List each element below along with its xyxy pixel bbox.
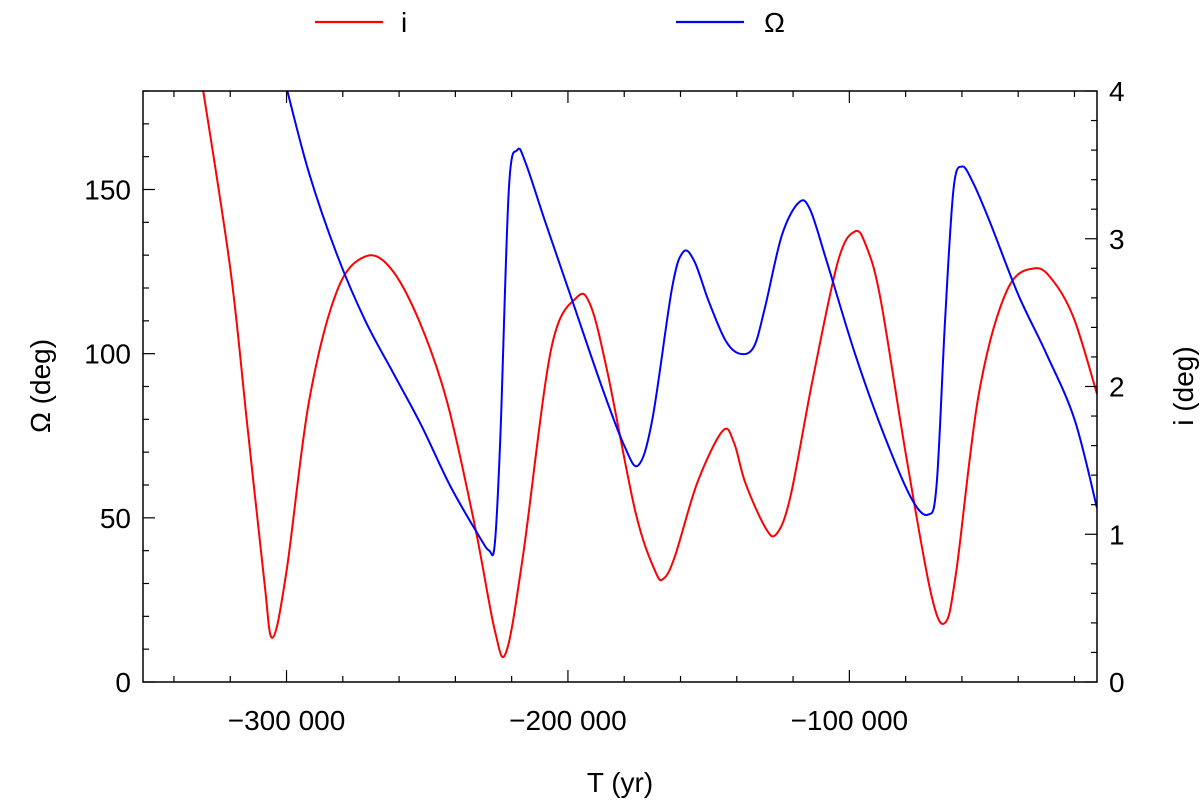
x-axis-label: T (yr): [587, 767, 653, 798]
y-right-tick-label: 3: [1109, 224, 1125, 255]
y-left-tick-label: 50: [100, 503, 131, 534]
series-line-i: [202, 91, 1097, 659]
legend-label-omega: Ω: [764, 7, 785, 38]
y-right-tick-label: 1: [1109, 519, 1125, 550]
y-axis-left-label: Ω (deg): [25, 339, 56, 433]
y-left-tick-label: 0: [115, 667, 131, 698]
x-tick-label: −200 000: [509, 705, 627, 736]
legend-label-i: i: [401, 7, 407, 38]
y-left-tick-label: 100: [84, 339, 131, 370]
legend: i Ω: [315, 7, 785, 38]
y-left-tick-label: 150: [84, 175, 131, 206]
ticks-layer: −300 000 −200 000 −100 000 0 50 100 150 0 1 2 3 4: [84, 76, 1124, 736]
series-line-omega: [286, 91, 1097, 557]
y-right-tick-label: 2: [1109, 372, 1125, 403]
y-right-tick-label: 4: [1109, 76, 1125, 107]
series-layer: [202, 91, 1097, 659]
y-right-tick-label: 0: [1109, 667, 1125, 698]
x-tick-label: −300 000: [228, 705, 346, 736]
y-axis-right-label: i (deg): [1168, 346, 1199, 425]
x-tick-label: −100 000: [791, 705, 909, 736]
